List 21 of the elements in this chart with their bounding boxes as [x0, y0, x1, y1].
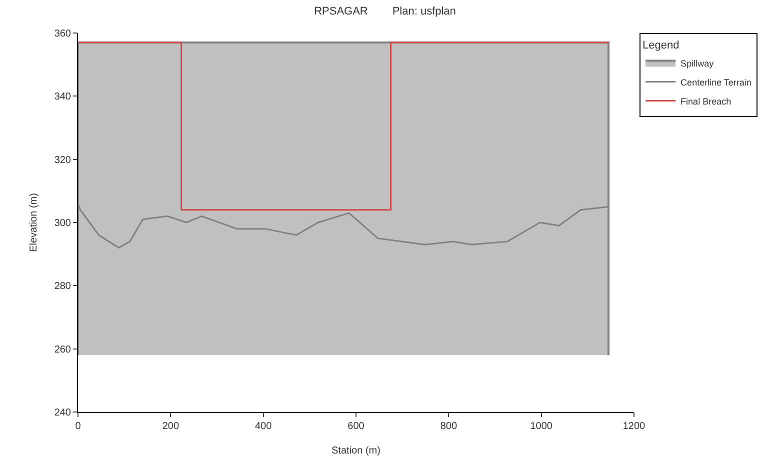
y-tick-label: 320	[54, 154, 72, 166]
x-tick-label: 1200	[622, 421, 646, 432]
y-tick-label: 300	[54, 218, 72, 229]
legend-label: Centerline Terrain	[680, 77, 752, 88]
x-tick-label: 200	[162, 421, 180, 432]
y-axis-title: Elevation (m)	[28, 193, 40, 252]
x-tick-label: 600	[348, 421, 365, 432]
chart-title: RPSAGAR Plan: usfplan	[314, 6, 456, 18]
x-axis-title: Station (m)	[332, 446, 380, 456]
x-tick-label: 400	[254, 421, 272, 432]
y-tick-label: 240	[54, 408, 72, 418]
legend-title: Legend	[642, 39, 680, 52]
x-tick-label: 800	[440, 421, 458, 432]
y-tick-label: 280	[54, 281, 72, 292]
y-tick-label: 340	[54, 92, 72, 103]
legend-label: Spillway	[680, 58, 714, 68]
legend-label: Final Breach	[680, 96, 732, 106]
x-tick-label: 0	[75, 421, 82, 432]
y-tick-label: 260	[54, 344, 72, 356]
y-tick-label: 360	[54, 28, 72, 40]
x-tick-label: 1000	[530, 421, 553, 432]
